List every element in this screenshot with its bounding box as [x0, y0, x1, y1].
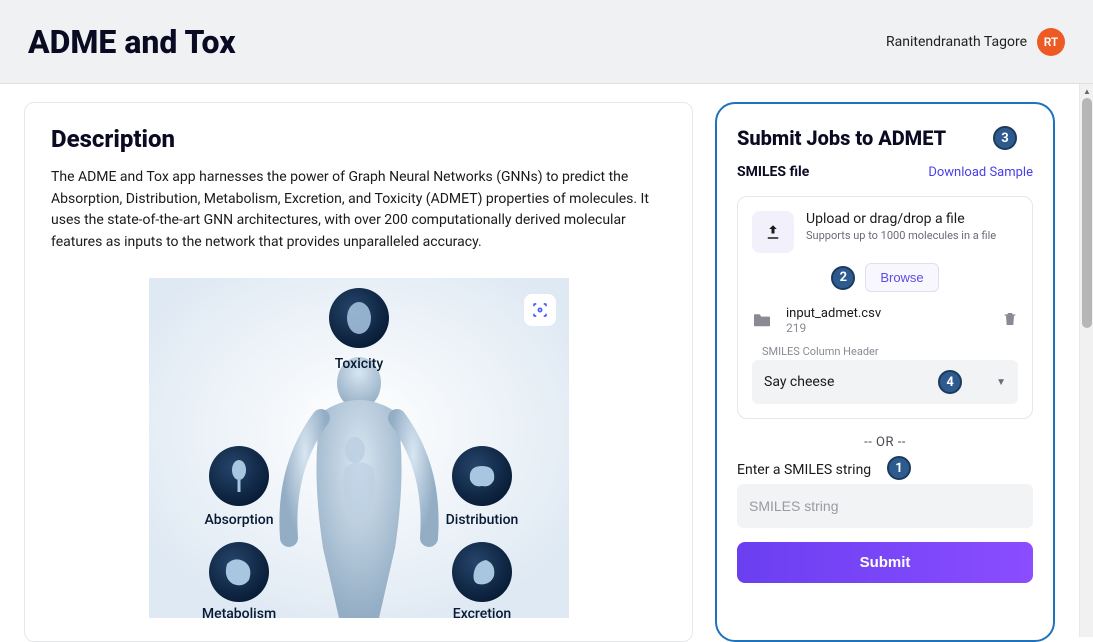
chevron-down-icon: ▼	[996, 377, 1006, 388]
file-info: input_admet.csv 219	[786, 306, 988, 335]
content: Description The ADME and Tox app harness…	[0, 84, 1079, 642]
submit-button[interactable]: Submit	[737, 542, 1033, 583]
callout-3: 3	[993, 126, 1017, 150]
upload-title: Upload or drag/drop a file	[806, 211, 996, 227]
submit-panel: Submit Jobs to ADMET 3 SMILES file Downl…	[715, 102, 1055, 642]
upload-subtitle: Supports up to 1000 molecules in a file	[806, 229, 996, 242]
column-header-label: SMILES Column Header	[752, 345, 1018, 358]
metabolism-label: Metabolism	[201, 606, 275, 618]
upload-head: Upload or drag/drop a file Supports up t…	[752, 211, 1018, 253]
smiles-file-label: SMILES file	[737, 164, 809, 180]
admet-illustration: Toxicity Absorption Distribution	[51, 278, 666, 618]
user-name: Ranitendranath Tagore	[886, 34, 1027, 50]
excretion-label: Excretion	[452, 606, 510, 618]
or-separator: -- OR --	[737, 435, 1033, 450]
column-header-value: Say cheese	[764, 374, 834, 390]
browse-row: 2 Browse	[752, 263, 1018, 292]
callout-1: 1	[887, 456, 911, 480]
upload-icon	[752, 211, 794, 253]
scroll-thumb[interactable]	[1082, 98, 1092, 328]
top-bar: ADME and Tox Ranitendranath Tagore RT	[0, 0, 1093, 84]
upload-box: Upload or drag/drop a file Supports up t…	[737, 196, 1033, 419]
toxicity-label: Toxicity	[334, 356, 383, 372]
file-name: input_admet.csv	[786, 306, 988, 321]
smiles-input-block: Enter a SMILES string 1	[737, 462, 1033, 528]
description-body: The ADME and Tox app harnesses the power…	[51, 167, 666, 254]
distribution-label: Distribution	[445, 512, 518, 528]
smiles-input-label: Enter a SMILES string	[737, 462, 1033, 478]
scan-icon[interactable]	[524, 294, 556, 326]
absorption-label: Absorption	[204, 512, 273, 528]
file-size: 219	[786, 321, 988, 335]
smiles-file-row: SMILES file Download Sample	[737, 164, 1033, 180]
description-card: Description The ADME and Tox app harness…	[24, 102, 693, 642]
description-heading: Description	[51, 125, 666, 153]
avatar[interactable]: RT	[1037, 28, 1065, 56]
scrollbar[interactable]: ▲	[1079, 84, 1093, 637]
folder-icon	[752, 311, 772, 331]
user-block[interactable]: Ranitendranath Tagore RT	[886, 28, 1065, 56]
trash-icon[interactable]	[1002, 310, 1018, 332]
file-row: input_admet.csv 219	[752, 306, 1018, 335]
page-title: ADME and Tox	[28, 23, 236, 61]
scroll-up-arrow-icon[interactable]: ▲	[1080, 84, 1093, 98]
callout-4: 4	[938, 370, 962, 394]
download-sample-link[interactable]: Download Sample	[928, 165, 1033, 180]
browse-button[interactable]: Browse	[865, 263, 938, 292]
column-header-select[interactable]: Say cheese 4 ▼	[752, 360, 1018, 404]
smiles-input[interactable]	[737, 484, 1033, 528]
callout-2: 2	[831, 266, 855, 290]
panel-title: Submit Jobs to ADMET	[737, 126, 1033, 150]
